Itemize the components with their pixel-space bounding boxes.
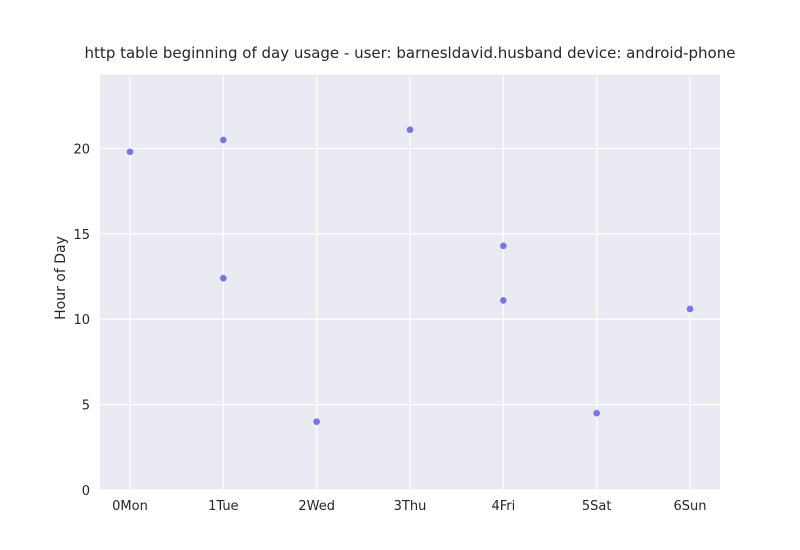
x-tick-label: 2Wed bbox=[298, 499, 335, 514]
y-tick-labels: 0 5 10 15 20 bbox=[73, 142, 90, 499]
data-point bbox=[593, 409, 600, 417]
x-tick-label: 5Sat bbox=[582, 499, 612, 514]
x-tick-label: 6Sun bbox=[673, 499, 706, 514]
x-tick-label: 1Tue bbox=[208, 499, 238, 514]
x-tick-labels: 0Mon 1Tue 2Wed 3Thu 4Fri 5Sat 6Sun bbox=[112, 499, 706, 514]
data-point bbox=[406, 126, 414, 133]
data-points bbox=[126, 126, 694, 425]
data-point bbox=[126, 148, 134, 156]
y-axis-label: Hour of Day bbox=[53, 236, 69, 320]
chart-title: http table beginning of day usage - user… bbox=[85, 44, 736, 62]
x-tick-label: 4Fri bbox=[491, 499, 515, 514]
y-tick-label: 5 bbox=[82, 399, 90, 414]
x-tick-label: 0Mon bbox=[112, 499, 148, 514]
y-tick-label: 10 bbox=[73, 313, 90, 328]
x-gridlines bbox=[129, 75, 691, 490]
y-tick-label: 20 bbox=[73, 142, 90, 157]
data-point bbox=[220, 136, 227, 144]
y-tick-label: 0 bbox=[82, 484, 90, 499]
x-tick-label: 3Thu bbox=[394, 499, 427, 514]
data-point bbox=[220, 274, 227, 282]
data-point bbox=[313, 418, 320, 425]
y-tick-label: 15 bbox=[73, 228, 90, 243]
data-point bbox=[500, 297, 507, 304]
data-point bbox=[686, 305, 694, 313]
data-point bbox=[500, 242, 507, 250]
